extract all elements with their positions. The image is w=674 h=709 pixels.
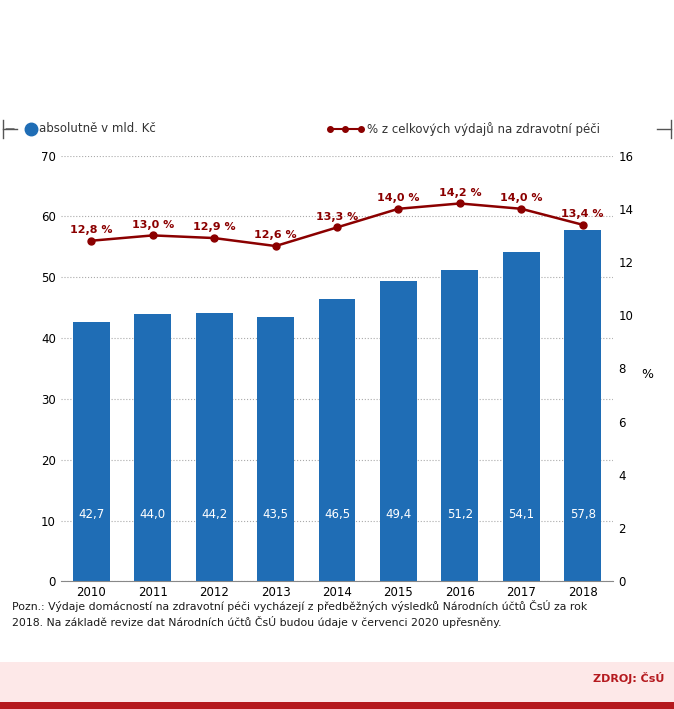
- FancyBboxPatch shape: [0, 662, 674, 709]
- Y-axis label: %: %: [641, 369, 653, 381]
- Text: ZDROJ: ČsÚ: ZDROJ: ČsÚ: [592, 672, 664, 684]
- Text: 12,6 %: 12,6 %: [254, 230, 297, 240]
- Bar: [134, 313, 171, 581]
- Text: 49,4: 49,4: [386, 508, 412, 520]
- Text: 13,3 %: 13,3 %: [316, 211, 358, 221]
- Text: 44,0: 44,0: [140, 508, 166, 520]
- Bar: [257, 317, 294, 581]
- Text: 12,8 %: 12,8 %: [70, 225, 113, 235]
- Text: 57,8: 57,8: [570, 508, 596, 520]
- Text: 13,0 %: 13,0 %: [131, 220, 174, 230]
- Text: Pozn.: Výdaje domácností na zdravotní péči vycházejí z předběžných výsledků Náro: Pozn.: Výdaje domácností na zdravotní pé…: [12, 600, 587, 627]
- Text: 46,5: 46,5: [324, 508, 350, 520]
- Text: 12,9 %: 12,9 %: [193, 222, 235, 233]
- Text: 54,1: 54,1: [508, 508, 534, 520]
- Bar: [503, 252, 540, 581]
- Text: 14,0 %: 14,0 %: [377, 193, 420, 203]
- Text: 14,0 %: 14,0 %: [500, 193, 543, 203]
- Text: absolutně v mld. Kč: absolutně v mld. Kč: [39, 123, 156, 135]
- Text: (mld. Kč, %): (mld. Kč, %): [12, 55, 93, 69]
- Bar: [73, 322, 110, 581]
- Text: 42,7: 42,7: [78, 508, 104, 520]
- Text: 13,4 %: 13,4 %: [561, 209, 604, 219]
- Text: 43,5: 43,5: [263, 508, 288, 520]
- Text: 51,2: 51,2: [447, 508, 473, 520]
- Bar: [441, 270, 479, 581]
- Bar: [564, 230, 601, 581]
- Text: % z celkových výdajů na zdravotní péči: % z celkových výdajů na zdravotní péči: [367, 122, 601, 136]
- Text: Výdaje domácností na zdravotní péči v letech 2010–2018: Výdaje domácností na zdravotní péči v le…: [12, 23, 395, 36]
- FancyBboxPatch shape: [0, 702, 674, 709]
- Text: 14,2 %: 14,2 %: [439, 188, 481, 198]
- Bar: [195, 313, 233, 581]
- Bar: [319, 298, 355, 581]
- Text: 44,2: 44,2: [201, 508, 227, 520]
- Bar: [380, 281, 417, 581]
